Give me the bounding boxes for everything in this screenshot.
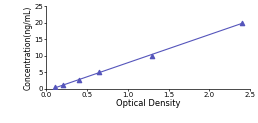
- Y-axis label: Concentration(ng/mL): Concentration(ng/mL): [23, 5, 33, 90]
- Point: [61, 84, 65, 86]
- Point: [97, 71, 101, 73]
- Point: [240, 22, 244, 24]
- Point: [53, 86, 57, 88]
- Point: [150, 55, 155, 57]
- Point: [77, 79, 81, 81]
- X-axis label: Optical Density: Optical Density: [116, 99, 181, 108]
